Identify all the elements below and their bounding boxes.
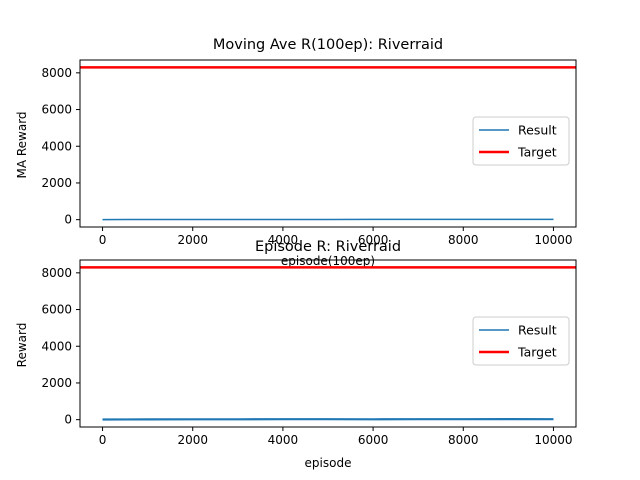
legend-label-result: Result bbox=[518, 123, 557, 138]
legend-label-result: Result bbox=[518, 323, 557, 338]
chart-title: Moving Ave R(100ep): Riverraid bbox=[213, 37, 443, 53]
series-group bbox=[80, 66, 576, 221]
x-tick-label: 0 bbox=[99, 433, 107, 447]
legend-label-target: Target bbox=[517, 145, 557, 160]
episode-reward-chart: Episode R: Riverraid 0 2000 4000 6000 8000 10… bbox=[15, 239, 577, 470]
x-tick-label: 0 bbox=[99, 233, 107, 247]
y-tick-label: 2000 bbox=[41, 376, 72, 390]
legend-label-target: Target bbox=[517, 345, 557, 360]
x-tick-label: 10000 bbox=[534, 233, 572, 247]
x-axis-label: episode bbox=[305, 456, 352, 470]
axes-frame bbox=[79, 259, 577, 428]
x-tick-label: 8000 bbox=[448, 433, 479, 447]
legend: Result Target bbox=[472, 316, 570, 366]
chart-title: Episode R: Riverraid bbox=[255, 239, 401, 255]
y-axis-label: Reward bbox=[15, 323, 29, 368]
x-tick-label: 6000 bbox=[358, 433, 389, 447]
x-tick-label: 4000 bbox=[268, 233, 299, 247]
axes-frame bbox=[79, 59, 577, 228]
y-axis-label: MA Reward bbox=[15, 111, 29, 178]
y-tick-label: 0 bbox=[64, 413, 72, 427]
y-tick-label: 4000 bbox=[41, 139, 72, 153]
x-tick-label: 4000 bbox=[268, 433, 299, 447]
y-tick-label: 0 bbox=[64, 213, 72, 227]
y-tick-label: 6000 bbox=[41, 303, 72, 317]
x-tick-label: 2000 bbox=[177, 433, 208, 447]
y-tick-label: 4000 bbox=[41, 339, 72, 353]
plot-area: 0 2000 4000 6000 8000 10000 0 2000 4000 6000 8000 bbox=[41, 259, 577, 447]
y-tick-label: 8000 bbox=[41, 66, 72, 80]
x-tick-label: 10000 bbox=[534, 433, 572, 447]
moving-average-reward-chart: Moving Ave R(100ep): Riverraid 0 2000 4000… bbox=[15, 37, 577, 268]
y-tick-label: 8000 bbox=[41, 266, 72, 280]
x-tick-label: 6000 bbox=[358, 233, 389, 247]
y-tick-label: 2000 bbox=[41, 176, 72, 190]
x-axis-label: episode(100ep) bbox=[281, 254, 375, 268]
x-tick-label: 2000 bbox=[177, 233, 208, 247]
y-tick-label: 6000 bbox=[41, 103, 72, 117]
legend: Result Target bbox=[472, 116, 570, 166]
x-tick-label: 8000 bbox=[448, 233, 479, 247]
series-group bbox=[80, 266, 576, 421]
plot-area: 0 2000 4000 6000 8000 10000 0 2000 4000 6000 8000 bbox=[41, 59, 577, 247]
